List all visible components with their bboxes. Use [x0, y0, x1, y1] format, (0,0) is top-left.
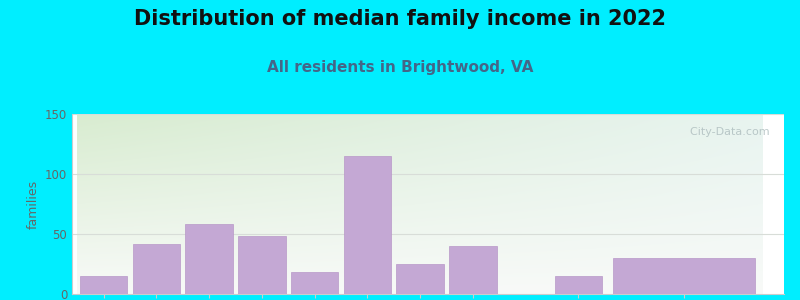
Bar	[613, 258, 755, 294]
Bar	[291, 272, 338, 294]
Bar	[554, 276, 602, 294]
Bar	[133, 244, 180, 294]
Bar	[449, 246, 497, 294]
Text: City-Data.com: City-Data.com	[683, 127, 770, 136]
Bar	[238, 236, 286, 294]
Bar	[344, 156, 391, 294]
Bar	[186, 224, 233, 294]
Text: All residents in Brightwood, VA: All residents in Brightwood, VA	[267, 60, 533, 75]
Text: Distribution of median family income in 2022: Distribution of median family income in …	[134, 9, 666, 29]
Y-axis label: families: families	[26, 179, 39, 229]
Bar	[80, 276, 127, 294]
Bar	[396, 264, 444, 294]
